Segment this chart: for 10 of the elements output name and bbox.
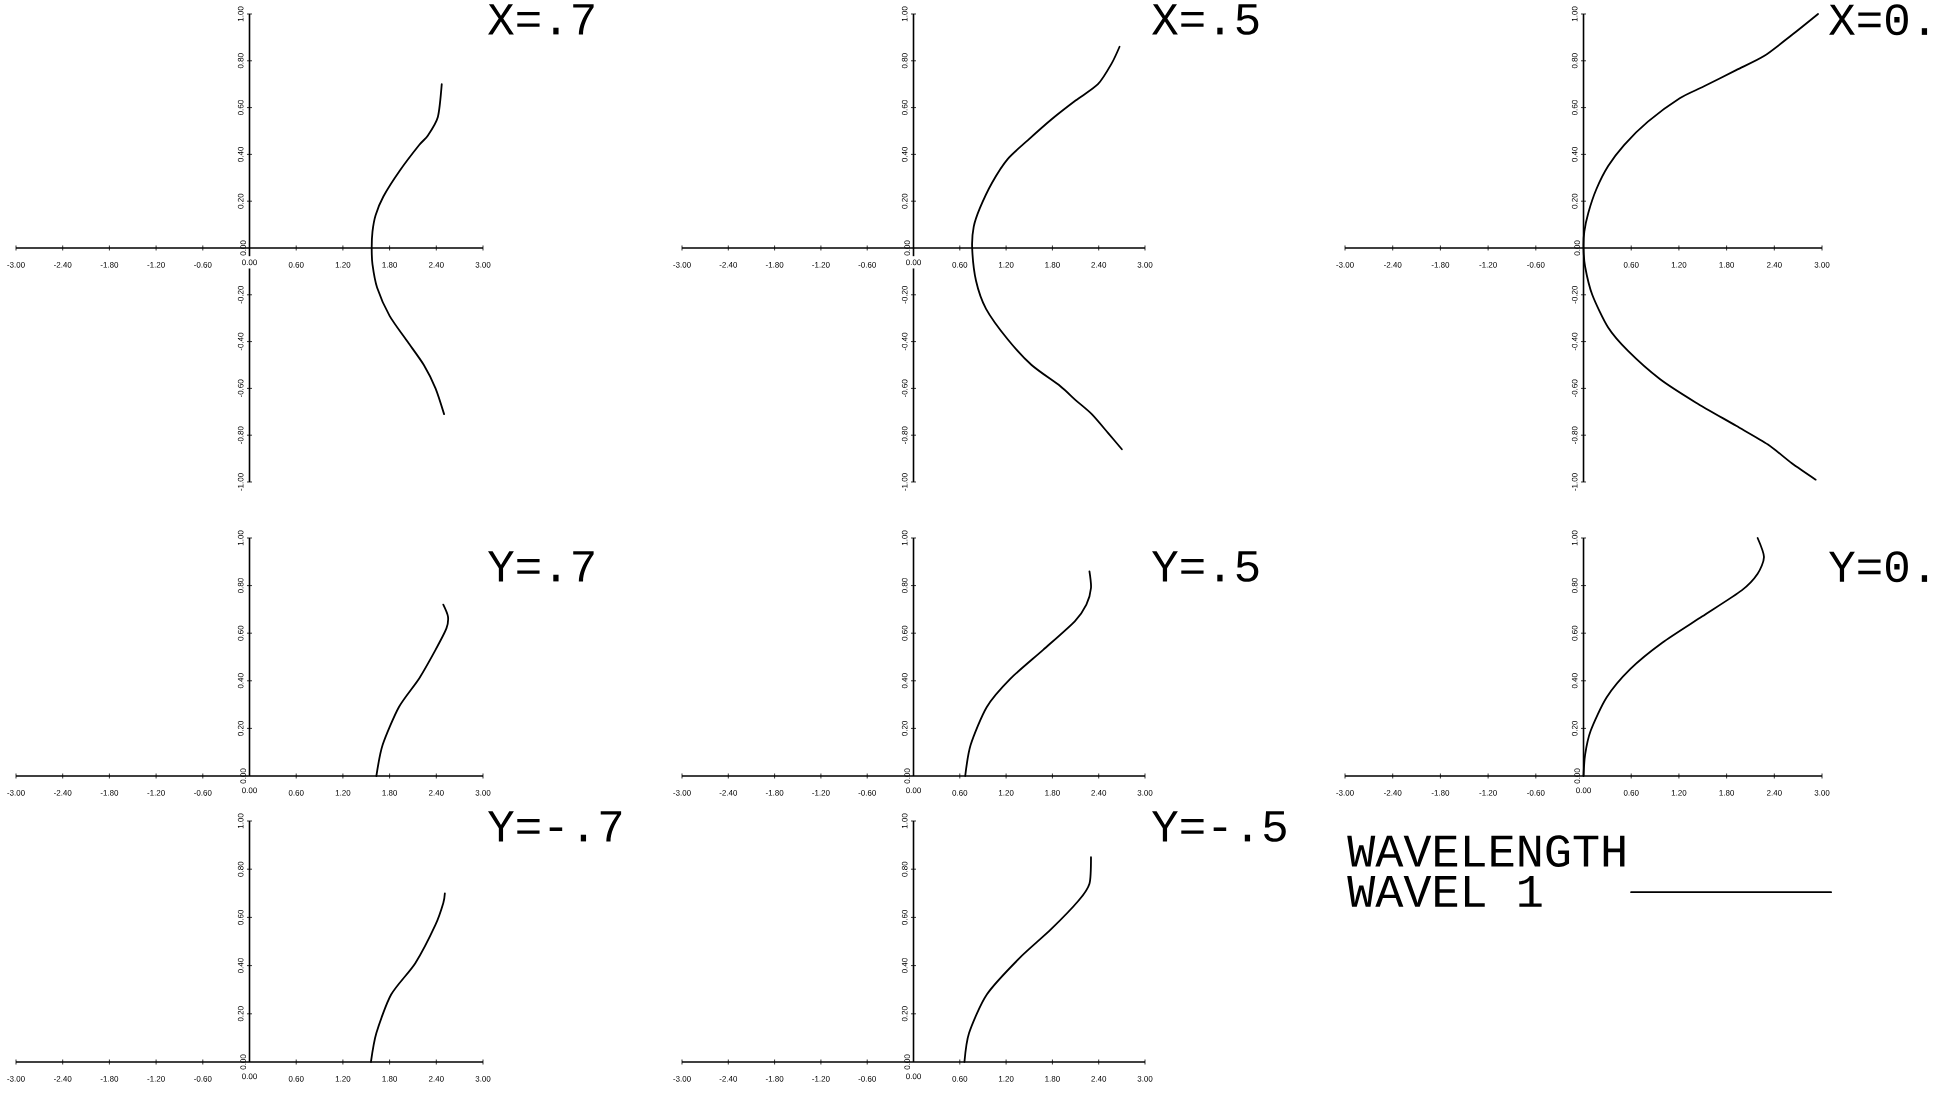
- chart-title: Y=.5: [1152, 551, 1259, 582]
- chart-title: X=0.: [1829, 4, 1928, 36]
- chart-title: Y=.7: [488, 551, 594, 582]
- chart-title: Y=0.: [1829, 551, 1928, 583]
- legend-label: WAVEL 1: [1347, 875, 1542, 907]
- chart-title: X=.7: [488, 4, 594, 35]
- chart-title: Y=-.5: [1152, 811, 1286, 842]
- legend-title: WAVELENGTH: [1347, 835, 1625, 867]
- chart-title: X=.5: [1152, 4, 1259, 35]
- chart-title: Y=-.7: [488, 811, 622, 842]
